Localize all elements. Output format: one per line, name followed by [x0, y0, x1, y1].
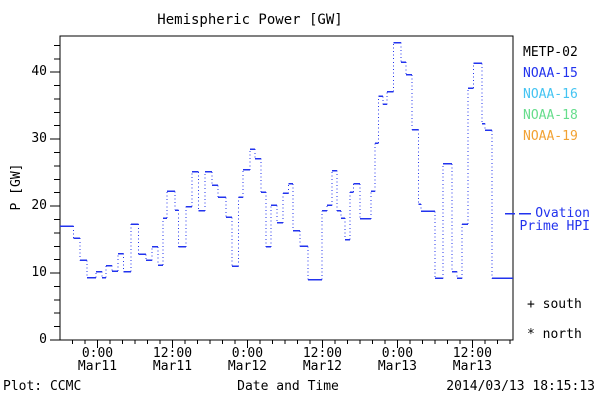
x-tick-label: 0:00 Mar12	[207, 347, 287, 373]
ovation-legend-line1: Ovation	[535, 206, 590, 221]
x-tick-label-line: 0:00	[381, 346, 414, 361]
x-tick-label: 12:00 Mar11	[132, 347, 212, 373]
y-tick-label: 10	[31, 265, 47, 281]
satellite-legend: METP-02 NOAA-15 NOAA-16 NOAA-18 NOAA-19	[523, 42, 578, 147]
asterisk-icon: *	[527, 327, 535, 342]
north-label: north	[542, 327, 582, 342]
legend-item-metp-02: METP-02	[523, 45, 578, 60]
plot-timestamp: 2014/03/13 18:15:13	[446, 379, 595, 394]
ovation-legend-line2: Prime HPI	[519, 219, 590, 234]
x-tick-label-line: Mar12	[227, 359, 267, 374]
legend-item-noaa-15: NOAA-15	[523, 66, 578, 81]
ovation-legend: Ovation Prime HPI	[430, 207, 590, 233]
x-tick-label-line: 0:00	[81, 346, 114, 361]
legend-marker-north: * north	[527, 328, 582, 341]
x-tick-label-line: Mar13	[377, 359, 417, 374]
x-tick-label-line: 0:00	[231, 346, 264, 361]
y-tick-label: 30	[31, 131, 47, 147]
x-tick-label-line: 12:00	[452, 346, 492, 361]
x-tick-label-line: 12:00	[302, 346, 342, 361]
x-tick-label-line: Mar12	[302, 359, 342, 374]
plot-border	[59, 35, 514, 341]
legend-marker-south: + south	[527, 298, 582, 311]
chart-title: Hemispheric Power [GW]	[157, 12, 343, 28]
plus-icon: +	[527, 297, 535, 312]
x-tick-label: 12:00 Mar13	[432, 347, 512, 373]
x-tick-label-line: Mar13	[452, 359, 492, 374]
south-label: south	[542, 297, 582, 312]
y-tick-label: 20	[31, 198, 47, 214]
legend-item-noaa-18: NOAA-18	[523, 108, 578, 123]
y-tick-label: 40	[31, 64, 47, 80]
x-tick-label: 0:00 Mar11	[57, 347, 137, 373]
plot-source-label: Plot: CCMC	[3, 379, 82, 394]
legend-item-noaa-16: NOAA-16	[523, 87, 578, 102]
legend-item-noaa-19: NOAA-19	[523, 129, 578, 144]
x-tick-label: 12:00 Mar12	[282, 347, 362, 373]
x-tick-label-line: Mar11	[152, 359, 193, 374]
y-tick-label: 0	[39, 332, 47, 347]
x-tick-label-line: 12:00	[152, 346, 193, 361]
x-tick-label: 0:00 Mar13	[357, 347, 437, 373]
x-tick-label-line: Mar11	[77, 359, 118, 374]
x-axis-label: Date and Time	[237, 379, 339, 394]
